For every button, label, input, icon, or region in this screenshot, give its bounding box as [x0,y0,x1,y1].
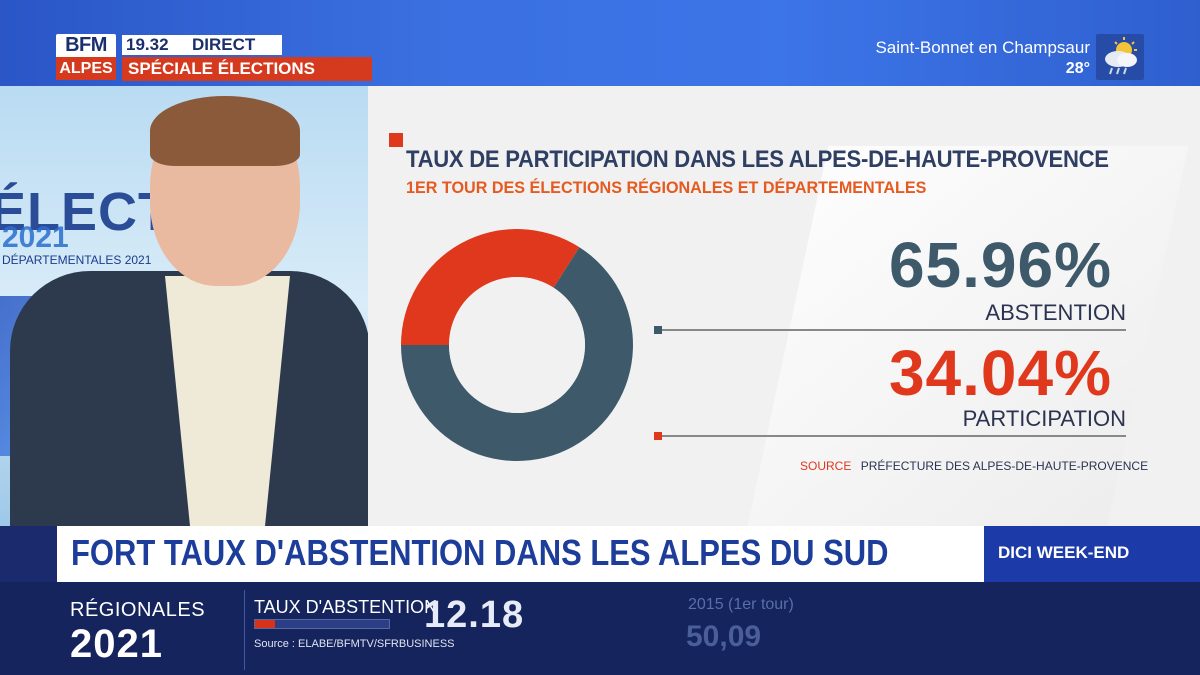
ticker-separator [244,590,245,670]
presenter-hair [150,96,300,166]
ticker-election-label: RÉGIONALES [70,599,206,621]
headline-text: FORT TAUX D'ABSTENTION DANS LES ALPES DU… [71,532,889,573]
abstention-label: ABSTENTION [985,300,1126,325]
clock-time: 19.32 [126,35,169,54]
donut-slice-participation [401,229,580,345]
special-label: SPÉCIALE ÉLECTIONS [122,57,372,81]
donut-hole [449,277,585,413]
donut-slice-abstention [401,247,633,462]
show-bar: DICI WEEK-END [984,526,1200,582]
ticker-source: Source : ELABE/BFMTV/SFRBUSINESS [254,638,455,650]
top-banner: BFM ALPES 19.32 DIRECT SPÉCIALE ÉLECTION… [0,0,1200,86]
participation-value: 34.04% [888,337,1112,409]
ticker-previous-label: 2015 (1er tour) [688,596,794,613]
logo-top-text: BFM [65,34,107,56]
ticker-previous-value: 50,09 [686,620,762,653]
source-value: PRÉFECTURE DES ALPES-DE-HAUTE-PROVENCE [860,459,1149,473]
weather-city: Saint-Bonnet en Champsaur [875,38,1090,57]
live-label: DIRECT [192,35,256,54]
participation-dot [654,432,662,440]
ticker-progress-bar [254,619,390,629]
participation-donut-chart [398,226,636,464]
graphic-source: SOURCE PRÉFECTURE DES ALPES-DE-HAUTE-PRO… [800,459,1148,473]
graphic-subtitle: 1ER TOUR DES ÉLECTIONS RÉGIONALES ET DÉP… [406,178,927,197]
weather-temperature: 28° [1065,60,1090,77]
ticker-progress-fill [255,620,276,628]
ticker-time-overlay: 12.18 [424,594,525,636]
participation-label: PARTICIPATION [962,406,1126,431]
ticker-election-year: 2021 [70,622,163,666]
studio-background-year: 2021 [2,221,69,254]
partly-cloudy-rain-icon [1096,34,1144,80]
bottom-ticker: RÉGIONALES 2021 TAUX D'ABSTENTION 12.18 … [0,582,1200,675]
headline-bar: FORT TAUX D'ABSTENTION DANS LES ALPES DU… [57,526,984,582]
ticker-abstention-label: TAUX D'ABSTENTION [254,597,438,617]
abstention-dot [654,326,662,334]
studio-view: ÉLECTI 2021 DÉPARTEMENTALES 2021 [0,86,368,526]
time-bar: 19.32 DIRECT [122,35,282,55]
abstention-value: 65.96% [888,229,1112,301]
participation-divider [654,435,1126,437]
channel-logo: BFM ALPES [56,34,116,80]
logo-bottom-text: ALPES [56,57,116,80]
show-name: DICI WEEK-END [998,543,1130,562]
abstention-divider [654,329,1126,331]
studio-background-sub: DÉPARTEMENTALES 2021 [2,253,152,267]
source-label: SOURCE [800,459,852,473]
title-marker [389,133,403,147]
graphic-title: TAUX DE PARTICIPATION DANS LES ALPES-DE-… [406,146,1109,173]
